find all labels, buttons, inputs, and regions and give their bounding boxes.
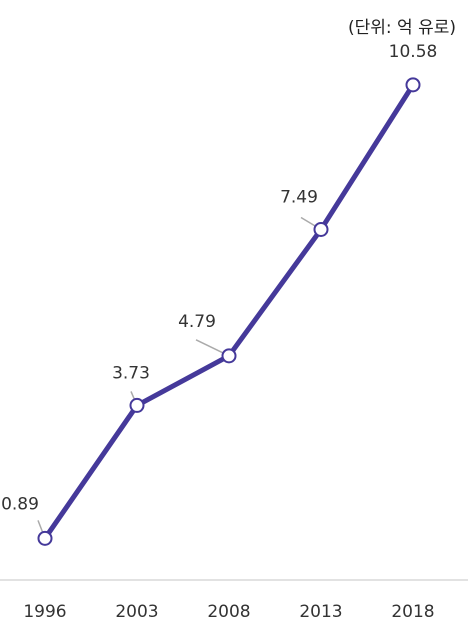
data-point <box>129 397 145 413</box>
unit-label: (단위: 억 유로) <box>348 18 456 38</box>
data-points <box>37 77 421 546</box>
x-tick-labels: 1996 2003 2008 2013 2018 <box>23 602 434 621</box>
data-label: 4.79 <box>178 312 216 332</box>
data-point <box>405 77 421 93</box>
data-label: 0.89 <box>1 494 39 514</box>
x-tick-label: 2018 <box>391 602 434 621</box>
series-line <box>42 82 416 541</box>
x-tick-label: 1996 <box>23 602 66 621</box>
data-point <box>221 348 237 364</box>
data-point <box>313 221 329 237</box>
data-point <box>37 530 53 546</box>
x-tick-label: 2013 <box>299 602 342 621</box>
data-label: 3.73 <box>112 363 150 383</box>
data-labels: 0.89 3.73 4.79 7.49 10.58 <box>1 42 437 514</box>
x-tick-label: 2008 <box>207 602 250 621</box>
x-tick-label: 2003 <box>115 602 158 621</box>
data-label: 10.58 <box>389 42 438 62</box>
data-label: 7.49 <box>280 187 318 207</box>
